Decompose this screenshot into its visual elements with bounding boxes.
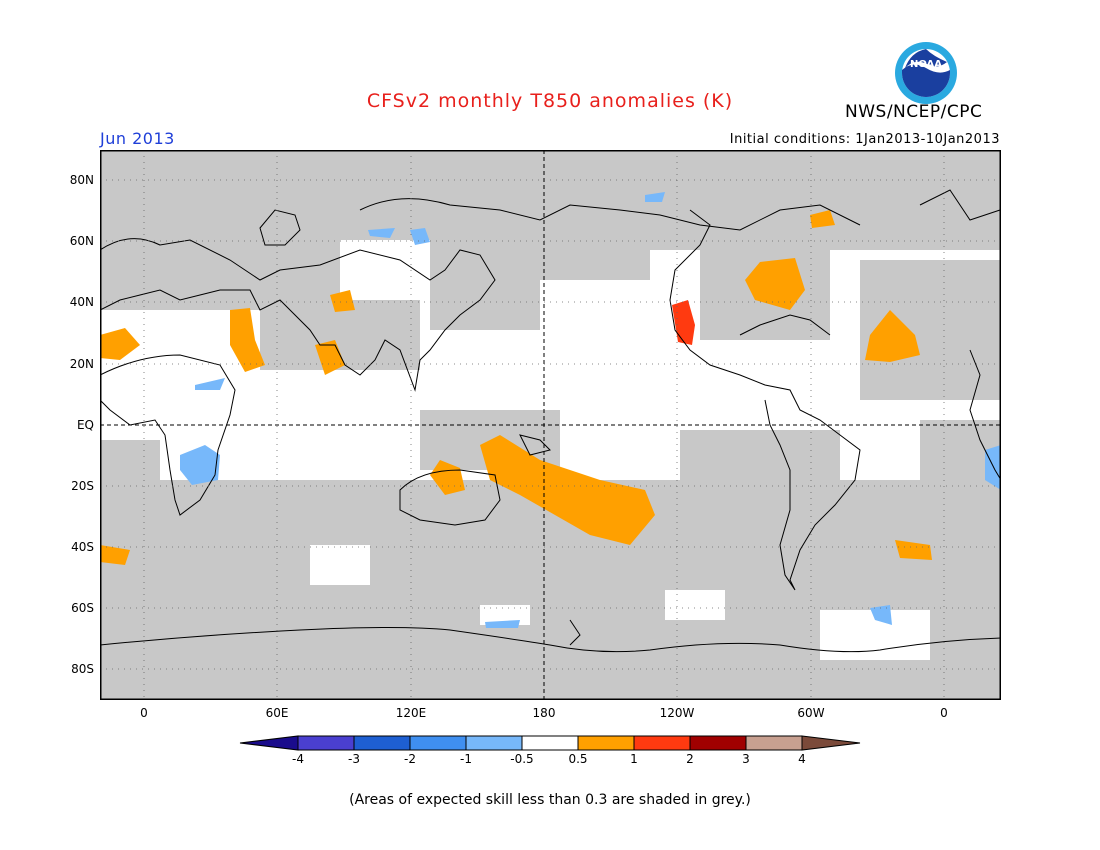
lon-label: 60W <box>797 706 825 720</box>
colorbar-swatch <box>745 735 803 751</box>
lon-label: 0 <box>140 706 148 720</box>
map-frame <box>100 150 1001 700</box>
skill-note: (Areas of expected skill less than 0.3 a… <box>349 792 751 808</box>
colorbar-swatch <box>521 735 579 751</box>
lat-label: 60S <box>71 601 94 615</box>
lat-label: EQ <box>76 418 94 432</box>
colorbar-swatch <box>353 735 411 751</box>
colorbar-label: -3 <box>348 752 360 766</box>
cool-anomaly-regions <box>180 192 1001 628</box>
colorbar-swatch <box>577 735 635 751</box>
colorbar-swatch <box>465 735 523 751</box>
agency-label: NWS/NCEP/CPC <box>845 102 983 122</box>
svg-text:NOAA: NOAA <box>910 59 942 70</box>
colorbar-label: -0.5 <box>510 752 534 766</box>
colorbar-label: 2 <box>686 752 694 766</box>
initial-conditions: Initial conditions: 1Jan2013-10Jan2013 <box>729 132 1000 147</box>
colorbar-swatch <box>633 735 691 751</box>
warm-anomaly-regions <box>100 210 932 565</box>
colorbar <box>239 735 861 751</box>
graticule <box>100 150 1001 700</box>
colorbar-label: 4 <box>798 752 806 766</box>
colorbar-label: -2 <box>404 752 416 766</box>
colorbar-label: 3 <box>742 752 750 766</box>
low-skill-grey-regions <box>100 150 1001 700</box>
colorbar-label: -4 <box>292 752 304 766</box>
lon-label: 0 <box>940 706 948 720</box>
lat-label: 20S <box>71 479 94 493</box>
lat-label: 40N <box>69 295 94 309</box>
colorbar-arrow-low <box>239 735 299 751</box>
lat-label: 80S <box>71 662 94 676</box>
noaa-logo: NOAA <box>893 40 959 106</box>
lat-label: 60N <box>69 234 94 248</box>
coastlines <box>100 189 1001 653</box>
lat-label: 40S <box>71 540 94 554</box>
colorbar-label: 0.5 <box>568 752 588 766</box>
lon-label: 120E <box>395 706 427 720</box>
colorbar-arrow-high <box>801 735 861 751</box>
colorbar-label: 1 <box>630 752 638 766</box>
colorbar-label: -1 <box>460 752 472 766</box>
anomaly-map <box>100 150 1001 700</box>
colorbar-swatch <box>689 735 747 751</box>
colorbar-swatch <box>297 735 355 751</box>
map-title: CFSv2 monthly T850 anomalies (K) <box>366 90 734 112</box>
lon-label: 120W <box>659 706 695 720</box>
lat-label: 20N <box>69 357 94 371</box>
forecast-month: Jun 2013 <box>100 129 175 148</box>
lon-label: 60E <box>265 706 289 720</box>
lat-label: 80N <box>69 173 94 187</box>
colorbar-swatch <box>409 735 467 751</box>
lon-label: 180 <box>532 706 556 720</box>
